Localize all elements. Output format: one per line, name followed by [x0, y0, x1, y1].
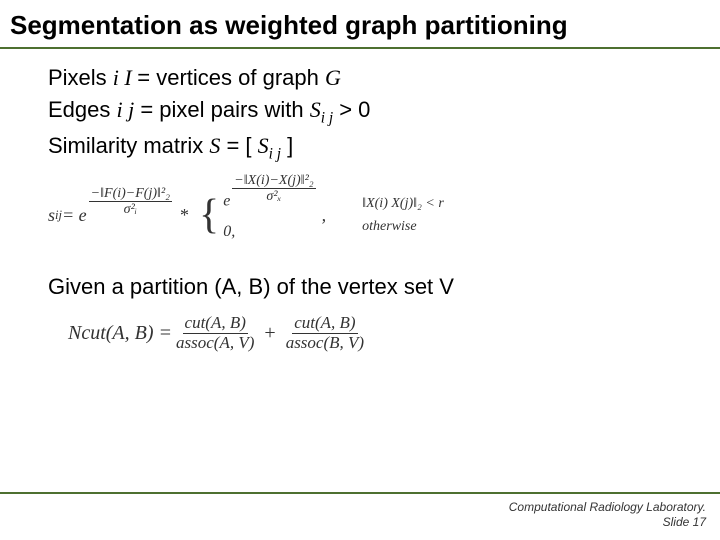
cond-2: otherwise: [362, 216, 444, 238]
ncut-frac-1: cut(A, B) assoc(A, V): [174, 314, 256, 352]
set-I: I: [119, 65, 137, 90]
star: *: [180, 205, 189, 226]
cond-1: ‖X(i) X(j)‖₂ < r: [362, 193, 444, 215]
num: cut(A, B): [183, 314, 248, 334]
case-2: 0,: [223, 219, 317, 245]
num: cut(A, B): [292, 314, 357, 334]
var-G: G: [325, 65, 341, 90]
content-area: Pixels i I = vertices of graph G Edges i…: [0, 63, 720, 353]
num: −‖X(i)−X(j)‖²₂: [232, 173, 315, 189]
text: Edges: [48, 97, 117, 122]
similarity-line: Similarity matrix S = [ Si j ]: [48, 131, 672, 165]
text: Pixels: [48, 65, 113, 90]
conditions: ‖X(i) X(j)‖₂ < r otherwise: [362, 193, 444, 238]
slide-container: Segmentation as weighted graph partition…: [0, 0, 720, 540]
num: −‖F(i)−F(j)‖²₂: [89, 186, 172, 202]
partition-line: Given a partition (A, B) of the vertex s…: [48, 272, 672, 302]
den: assoc(B, V): [284, 334, 366, 353]
footer-slide: Slide 17: [509, 515, 706, 530]
sub-ij: i j: [321, 109, 333, 126]
ncut-formula: Ncut(A, B) = cut(A, B) assoc(A, V) + cut…: [68, 314, 672, 352]
text: > 0: [333, 97, 370, 122]
case-1: e−‖X(i)−X(j)‖²₂σ²ₓ: [223, 187, 317, 219]
cases: e−‖X(i)−X(j)‖²₂σ²ₓ 0,: [223, 187, 317, 244]
footer: Computational Radiology Laboratory. Slid…: [509, 500, 706, 530]
sub-ij: i j: [269, 145, 281, 162]
den: σ²ᵢ: [122, 202, 139, 217]
edges-line: Edges i j = pixel pairs with Si j > 0: [48, 95, 672, 129]
comma: ,: [322, 205, 327, 226]
text: ]: [281, 133, 293, 158]
similarity-formula: sij = e −‖F(i)−F(j)‖²₂ σ²ᵢ * { e−‖X(i)−X…: [48, 187, 672, 244]
pixels-line: Pixels i I = vertices of graph G: [48, 63, 672, 93]
den: assoc(A, V): [174, 334, 256, 353]
title-divider: [0, 47, 720, 49]
frac-2: −‖X(i)−X(j)‖²₂σ²ₓ: [232, 173, 315, 205]
left-brace: {: [199, 199, 219, 233]
text: = vertices of graph: [137, 65, 325, 90]
den: σ²ₓ: [264, 189, 283, 204]
formula-row: sij = e −‖F(i)−F(j)‖²₂ σ²ᵢ * { e−‖X(i)−X…: [48, 187, 672, 244]
e: e: [223, 193, 230, 210]
text: Similarity matrix: [48, 133, 209, 158]
bottom-divider: [0, 492, 720, 494]
footer-lab: Computational Radiology Laboratory.: [509, 500, 706, 515]
slide-title: Segmentation as weighted graph partition…: [0, 10, 720, 41]
frac-1: −‖F(i)−F(j)‖²₂ σ²ᵢ: [89, 186, 172, 218]
lhs-sub: ij: [55, 208, 62, 223]
ncut-lhs: Ncut(A, B) =: [68, 322, 172, 345]
text: = pixel pairs with: [134, 97, 309, 122]
lhs: s: [48, 205, 55, 226]
plus: +: [264, 322, 275, 345]
exponent-1: −‖F(i)−F(j)‖²₂ σ²ᵢ: [87, 186, 174, 218]
exponent-2: −‖X(i)−X(j)‖²₂σ²ₓ: [230, 181, 317, 195]
var-S2: S: [258, 133, 269, 158]
eq-e: = e: [62, 205, 87, 226]
text: = [: [220, 133, 257, 158]
var-S: S: [209, 133, 220, 158]
ncut-frac-2: cut(A, B) assoc(B, V): [284, 314, 366, 352]
var-S: S: [310, 97, 321, 122]
var-ij: i j: [117, 97, 135, 122]
